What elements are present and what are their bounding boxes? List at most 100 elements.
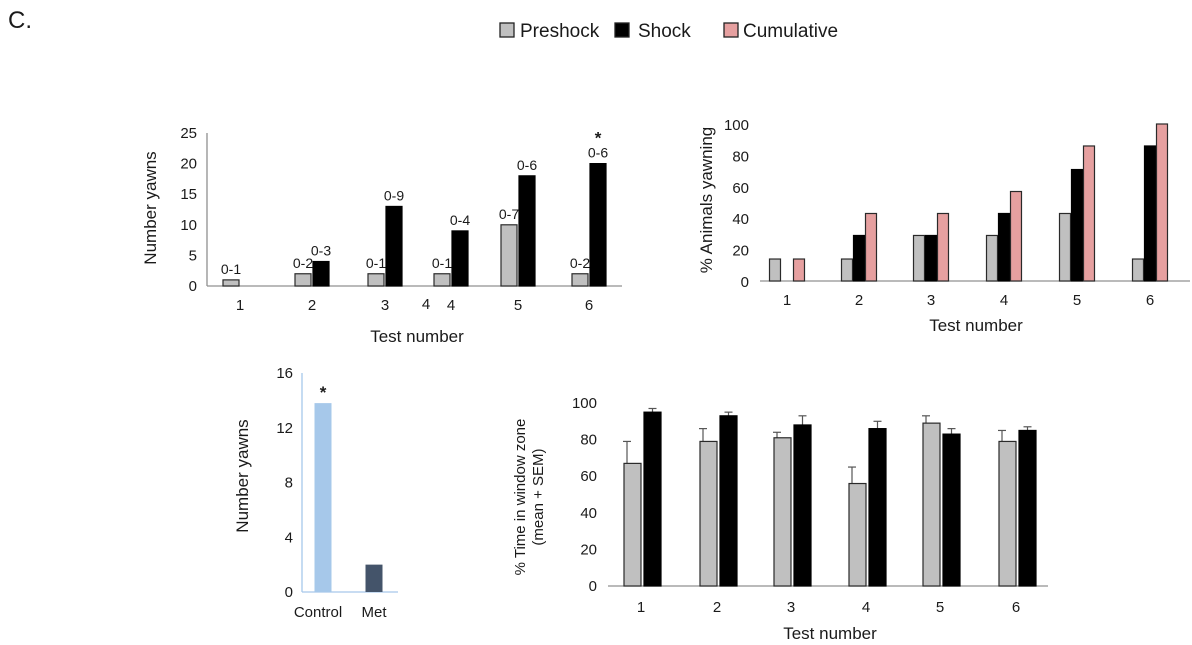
bar-preshock-test-1 [768, 258, 782, 282]
chart-time-in-window-zone: 0 20 40 60 80 100 1 2 3 4 5 6 Test number % Time in w… [512, 395, 1048, 643]
bar-preshock-test-4 [848, 482, 867, 587]
y-tick-label: 15 [180, 186, 197, 203]
x-axis-title: Test number [783, 624, 877, 643]
y-tick-label: 40 [732, 211, 749, 228]
y-tick-label: 80 [732, 148, 749, 165]
x-tick-label: 1 [236, 297, 244, 314]
bar-cumulative-test-4 [1009, 190, 1023, 282]
legend-label-shock: Shock [638, 21, 691, 42]
data-label-shock: 0-6 [588, 145, 608, 161]
y-tick-label: 60 [580, 468, 597, 485]
data-label-shock: 0-6 [517, 157, 537, 173]
y-tick-label: 0 [285, 584, 293, 601]
y-tick-label: 10 [180, 217, 197, 234]
bar-shock-test-5 [518, 175, 536, 287]
y-tick-label: 20 [580, 541, 597, 558]
bar-shock-test-2 [312, 260, 330, 287]
bar-cumulative-test-3 [936, 212, 950, 282]
y-axis-title: % Time in window zone [512, 419, 529, 576]
y-tick-label: 20 [180, 156, 197, 173]
bar-cumulative-test-1 [792, 258, 806, 282]
bar-shock-test-2 [852, 234, 866, 282]
y-axis-title: Number yawns [141, 151, 160, 264]
chart-number-yawns-control-vs-met: 0 4 8 12 16 Control Met * Number yawns [233, 365, 398, 621]
bar-preshock-test-4 [433, 273, 451, 287]
bar-preshock-test-2 [840, 258, 854, 282]
bar-preshock-test-4 [985, 234, 999, 282]
bar-shock-test-3 [793, 424, 812, 587]
bar-preshock-test-6 [571, 273, 589, 287]
bar-shock-test-5 [942, 433, 961, 587]
x-tick-label: 6 [585, 297, 593, 314]
x-tick-label: 3 [381, 297, 389, 314]
y-tick-label: 0 [741, 274, 749, 291]
y-tick-label: 40 [580, 505, 597, 522]
data-label-preshock: 0-2 [293, 255, 313, 271]
bar-control [314, 403, 332, 592]
data-label-shock: 0-3 [311, 243, 331, 259]
x-axis-title: Test number [370, 327, 464, 346]
y-tick-label: 0 [589, 578, 597, 595]
legend-swatch-preshock [499, 22, 515, 38]
y-tick-label: 5 [189, 247, 197, 264]
x-tick-label: 3 [787, 599, 795, 616]
y-axis-title: % Animals yawning [697, 127, 716, 273]
bar-shock-test-6 [1143, 145, 1157, 282]
legend: Preshock Shock Cumulative [499, 21, 838, 42]
panel-letter: C. [8, 7, 32, 34]
legend-swatch-cumulative [723, 22, 739, 38]
x-tick-label: 3 [927, 292, 935, 309]
bar-preshock-test-2 [294, 273, 312, 287]
x-tick-label: 6 [1012, 599, 1020, 616]
bar-shock-test-6 [589, 163, 607, 287]
bar-preshock-test-3 [773, 437, 792, 587]
data-label-preshock: 0-1 [432, 255, 452, 271]
bar-shock-test-4 [451, 230, 469, 287]
y-tick-label: 12 [276, 420, 293, 437]
x-tick-label: 1 [637, 599, 645, 616]
y-tick-label: 25 [180, 125, 197, 142]
data-label-shock: 0-9 [384, 187, 404, 203]
bar-preshock-test-3 [367, 273, 385, 287]
bar-preshock-test-5 [1058, 212, 1072, 282]
bar-preshock-test-6 [998, 440, 1017, 587]
bar-preshock-test-1 [222, 279, 240, 287]
data-label-shock: 0-4 [450, 212, 470, 228]
x-tick-label: 2 [855, 292, 863, 309]
bar-shock-test-3 [385, 205, 403, 287]
y-tick-label: 80 [580, 432, 597, 449]
bar-shock-test-3 [924, 234, 938, 282]
bar-preshock-test-5 [500, 224, 518, 287]
y-axis-subtitle: (mean + SEM) [530, 448, 547, 545]
x-tick-label: 5 [936, 599, 944, 616]
y-tick-label: 100 [724, 117, 749, 134]
y-tick-label: 0 [189, 278, 197, 295]
bar-shock-test-4 [868, 428, 887, 587]
x-tick-label: 4 [447, 297, 455, 314]
bar-shock-test-1 [643, 411, 662, 587]
bar-preshock-test-2 [699, 440, 718, 587]
bar-met [365, 564, 383, 592]
chart-percent-animals-yawning: 0 20 40 60 80 100 1 2 3 4 5 6 Test number % Animals y… [697, 117, 1190, 335]
data-label-preshock: 0-7 [499, 206, 519, 222]
y-tick-label: 60 [732, 180, 749, 197]
bar-cumulative-test-5 [1082, 145, 1096, 282]
x-tick-label: 5 [1073, 292, 1081, 309]
x-tick-label: 6 [1146, 292, 1154, 309]
x-tick-label: 4 [1000, 292, 1008, 309]
significance-marker: * [595, 129, 602, 148]
x-tick-label: 1 [783, 292, 791, 309]
bar-preshock-test-3 [912, 234, 926, 282]
y-tick-label: 8 [285, 475, 293, 492]
x-tick-label-extra: 4 [422, 296, 430, 313]
x-tick-label: 2 [713, 599, 721, 616]
y-tick-label: 100 [572, 395, 597, 412]
bar-shock-test-2 [719, 415, 738, 587]
bar-preshock-test-1 [623, 462, 642, 587]
y-tick-label: 16 [276, 365, 293, 382]
legend-label-cumulative: Cumulative [743, 21, 838, 42]
data-label-preshock: 0-1 [366, 255, 386, 271]
significance-marker: * [320, 383, 327, 402]
